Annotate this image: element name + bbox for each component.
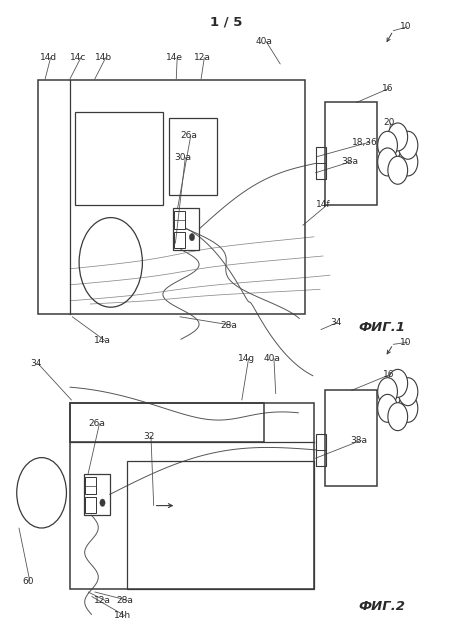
Text: 14f: 14f [316,200,330,209]
Text: 18,36: 18,36 [351,138,377,147]
Text: 14g: 14g [237,354,254,363]
Bar [174,232,185,248]
Circle shape [377,378,396,406]
Text: 26a: 26a [88,419,105,428]
Text: 60: 60 [23,577,34,586]
Bar [74,112,162,205]
Text: ФИГ.2: ФИГ.2 [358,600,405,613]
Bar [83,474,110,515]
Bar [70,403,313,589]
Circle shape [397,148,417,176]
Text: 34: 34 [329,318,341,327]
Text: 38a: 38a [341,157,358,166]
Circle shape [397,131,417,159]
Text: 30a: 30a [174,153,191,162]
Text: 12a: 12a [94,596,110,605]
Bar [70,403,264,442]
Circle shape [100,499,105,506]
Text: 16: 16 [381,84,392,93]
Bar [316,163,326,179]
Bar [85,477,96,494]
Bar [316,434,326,466]
Bar [173,208,199,250]
Circle shape [377,394,396,422]
Text: 14h: 14h [114,611,131,620]
Bar [325,390,377,486]
Text: 14b: 14b [95,53,112,62]
Text: 34: 34 [31,359,42,368]
Circle shape [387,156,407,184]
Text: 40a: 40a [262,354,279,363]
Circle shape [189,234,194,241]
Text: 38a: 38a [350,436,367,445]
Text: 26a: 26a [179,131,196,140]
Circle shape [387,369,407,397]
Circle shape [387,403,407,431]
Bar [38,80,304,314]
Text: 28a: 28a [116,596,133,605]
Text: 1 / 5: 1 / 5 [209,16,242,29]
Text: 10: 10 [399,338,410,347]
Circle shape [377,131,396,159]
Text: 12a: 12a [193,53,210,62]
Text: ФИГ.1: ФИГ.1 [358,321,405,334]
Circle shape [377,148,396,176]
Bar [169,118,216,195]
Text: 28a: 28a [220,321,237,330]
Text: 16: 16 [382,370,394,379]
Bar [85,497,96,513]
Text: 14c: 14c [70,53,86,62]
Circle shape [387,123,407,151]
Text: 40a: 40a [255,37,272,46]
Text: 14a: 14a [94,336,110,345]
Bar [126,461,313,589]
Text: 14e: 14e [166,53,183,62]
Text: 20: 20 [382,118,394,127]
Text: 10: 10 [399,22,410,31]
Bar [316,450,326,466]
Bar [316,147,326,179]
Circle shape [397,378,417,406]
Bar [325,102,377,205]
Circle shape [397,394,417,422]
Text: 32: 32 [143,432,155,441]
Bar [174,211,185,228]
Text: 14d: 14d [40,53,57,62]
